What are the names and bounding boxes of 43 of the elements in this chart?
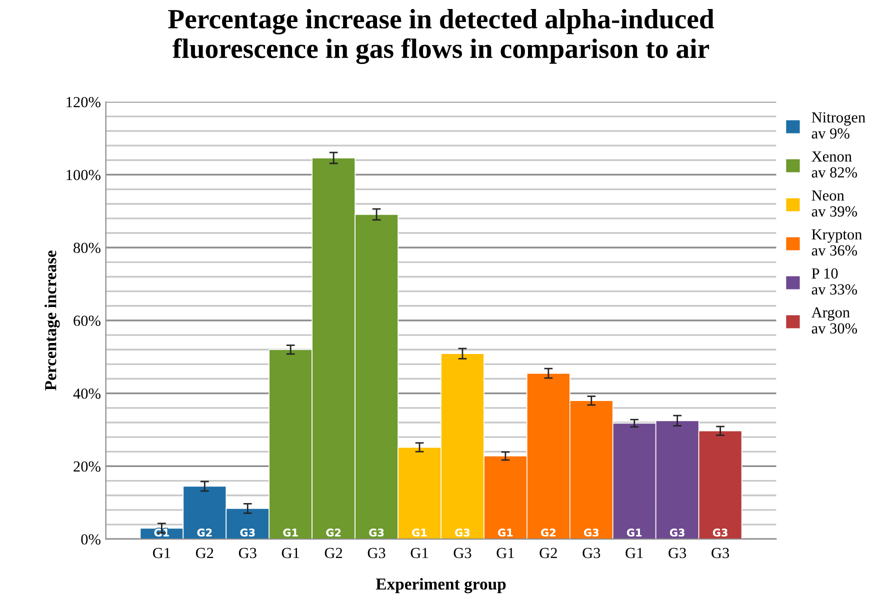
y-tick-label: 100%	[66, 170, 100, 180]
chart-title: Percentage increase in detected alpha-induced fluorescence in gas flows in comparison to air	[168, 8, 714, 64]
text: G3	[582, 548, 600, 558]
text: G3	[368, 548, 386, 558]
y-tick-label: 40%	[73, 388, 100, 399]
text: G3	[454, 548, 472, 558]
y-tick-label: 120%	[66, 96, 100, 108]
text: G2	[196, 548, 214, 558]
text: G1	[282, 548, 300, 558]
legend-label: Nitrogen av 9%	[812, 112, 866, 139]
text: G1	[410, 548, 428, 558]
text: G1	[626, 548, 643, 558]
x-tick-label: G2	[541, 528, 556, 537]
legend-label: Neon av 39%	[812, 190, 858, 217]
legend-label: Argon av 30%	[811, 307, 858, 334]
x-tick-label: G3	[670, 528, 684, 537]
x-tick-label: G2	[326, 528, 341, 537]
text: G1	[496, 548, 514, 558]
y-axis-title: Percentage increase	[44, 250, 60, 390]
x-tick-label: G3	[455, 528, 470, 537]
text: G3	[712, 548, 730, 558]
x-tick-label: G2	[197, 528, 212, 537]
x-tick-label: G1	[412, 528, 427, 537]
x-axis-title: Experiment group	[376, 578, 506, 594]
y-tick-label: 0%	[81, 534, 100, 545]
legend-label: P 10 av 33%	[812, 268, 858, 295]
x-tick-label: G3	[712, 528, 728, 537]
text: G2	[540, 548, 557, 558]
y-tick-label: 60%	[74, 316, 100, 326]
x-tick-label: G3	[369, 528, 384, 537]
legend-label: Xenon av 82%	[812, 151, 858, 178]
text: G2	[324, 548, 342, 558]
x-tick-label: G1	[626, 528, 642, 537]
x-tick-label: G3	[584, 528, 598, 537]
y-tick-label: 80%	[74, 242, 100, 254]
text: G3	[668, 548, 686, 558]
text: G1	[152, 548, 170, 558]
x-tick-label: G1	[283, 528, 298, 537]
x-tick-label: G1	[498, 528, 513, 537]
y-tick-label: 20%	[74, 461, 100, 472]
text: G3	[238, 548, 256, 558]
x-tick-label: G3	[240, 528, 255, 537]
legend-label: Krypton av 36%	[812, 229, 862, 256]
